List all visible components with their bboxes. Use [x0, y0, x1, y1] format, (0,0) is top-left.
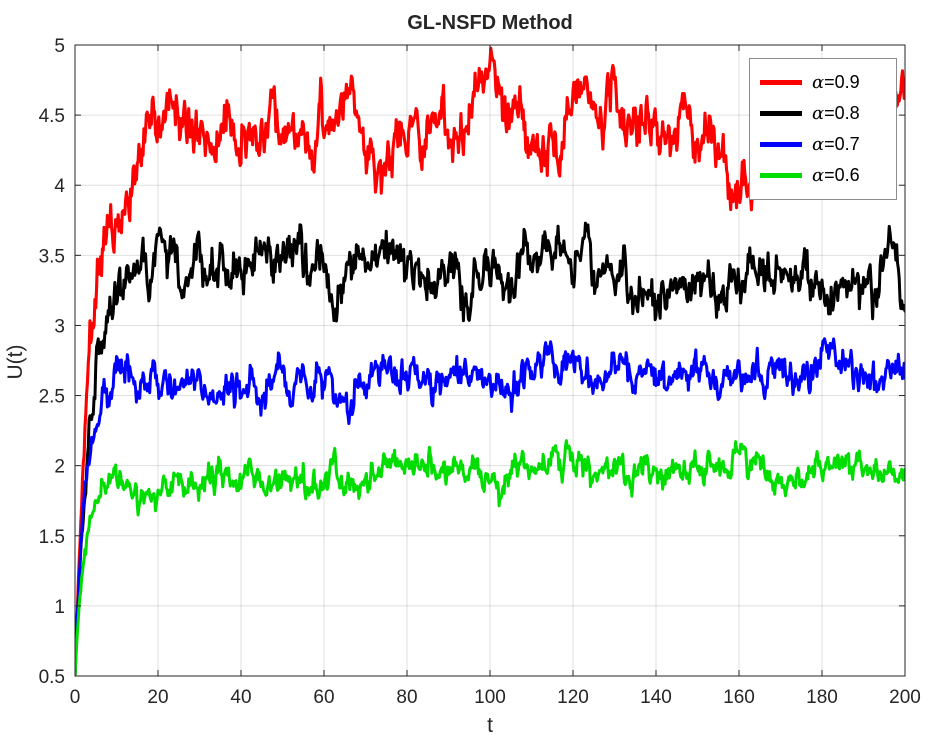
- tick-marks: [74, 44, 906, 677]
- legend-entry: α=0.8: [760, 98, 886, 129]
- legend-line-sample: [760, 80, 802, 85]
- legend-label: α=0.9: [812, 72, 860, 93]
- y-tick-labels: 0.5 1 1.5 2 2.5 3 3.5 4 4.5 5: [39, 36, 66, 688]
- x-tick-label: 200: [889, 687, 921, 708]
- y-tick-label: 4.5: [39, 106, 65, 127]
- legend-entry: α=0.9: [760, 67, 886, 98]
- legend-line-sample: [760, 142, 802, 147]
- x-tick-label: 60: [313, 687, 334, 708]
- series-line-α=0.6: [75, 439, 905, 676]
- x-tick-label: 140: [640, 687, 672, 708]
- legend: α=0.9 α=0.8 α=0.7 α=0.6: [749, 58, 897, 200]
- y-tick-label: 3.5: [39, 246, 65, 267]
- x-tick-label: 160: [723, 687, 755, 708]
- y-tick-label: 2: [54, 457, 65, 478]
- y-tick-label: 0.5: [39, 667, 65, 688]
- x-tick-label: 40: [230, 687, 251, 708]
- legend-line-sample: [760, 111, 802, 116]
- x-tick-label: 120: [557, 687, 589, 708]
- legend-line-sample: [760, 173, 802, 178]
- legend-label: α=0.6: [812, 165, 860, 186]
- chart-title: GL-NSFD Method: [407, 12, 573, 34]
- x-tick-label: 80: [396, 687, 417, 708]
- y-tick-label: 2.5: [39, 387, 65, 408]
- x-tick-label: 180: [806, 687, 838, 708]
- y-tick-label: 1: [54, 597, 65, 618]
- y-tick-label: 1.5: [39, 527, 65, 548]
- y-tick-label: 3: [54, 316, 65, 337]
- legend-entry: α=0.6: [760, 160, 886, 191]
- legend-label: α=0.7: [812, 134, 860, 155]
- x-tick-label: 20: [147, 687, 168, 708]
- y-tick-label: 4: [54, 176, 65, 197]
- y-axis-label: U(t): [4, 344, 27, 380]
- y-tick-label: 5: [54, 36, 65, 57]
- series-line-α=0.7: [75, 337, 905, 676]
- series-line-α=0.8: [75, 221, 905, 676]
- x-tick-label: 100: [474, 687, 506, 708]
- x-tick-label: 0: [70, 687, 81, 708]
- x-axis-label: t: [487, 714, 493, 737]
- legend-entry: α=0.7: [760, 129, 886, 160]
- x-tick-labels: 0 20 40 60 80 100 120 140 160 180 200: [70, 687, 921, 708]
- legend-label: α=0.8: [812, 103, 860, 124]
